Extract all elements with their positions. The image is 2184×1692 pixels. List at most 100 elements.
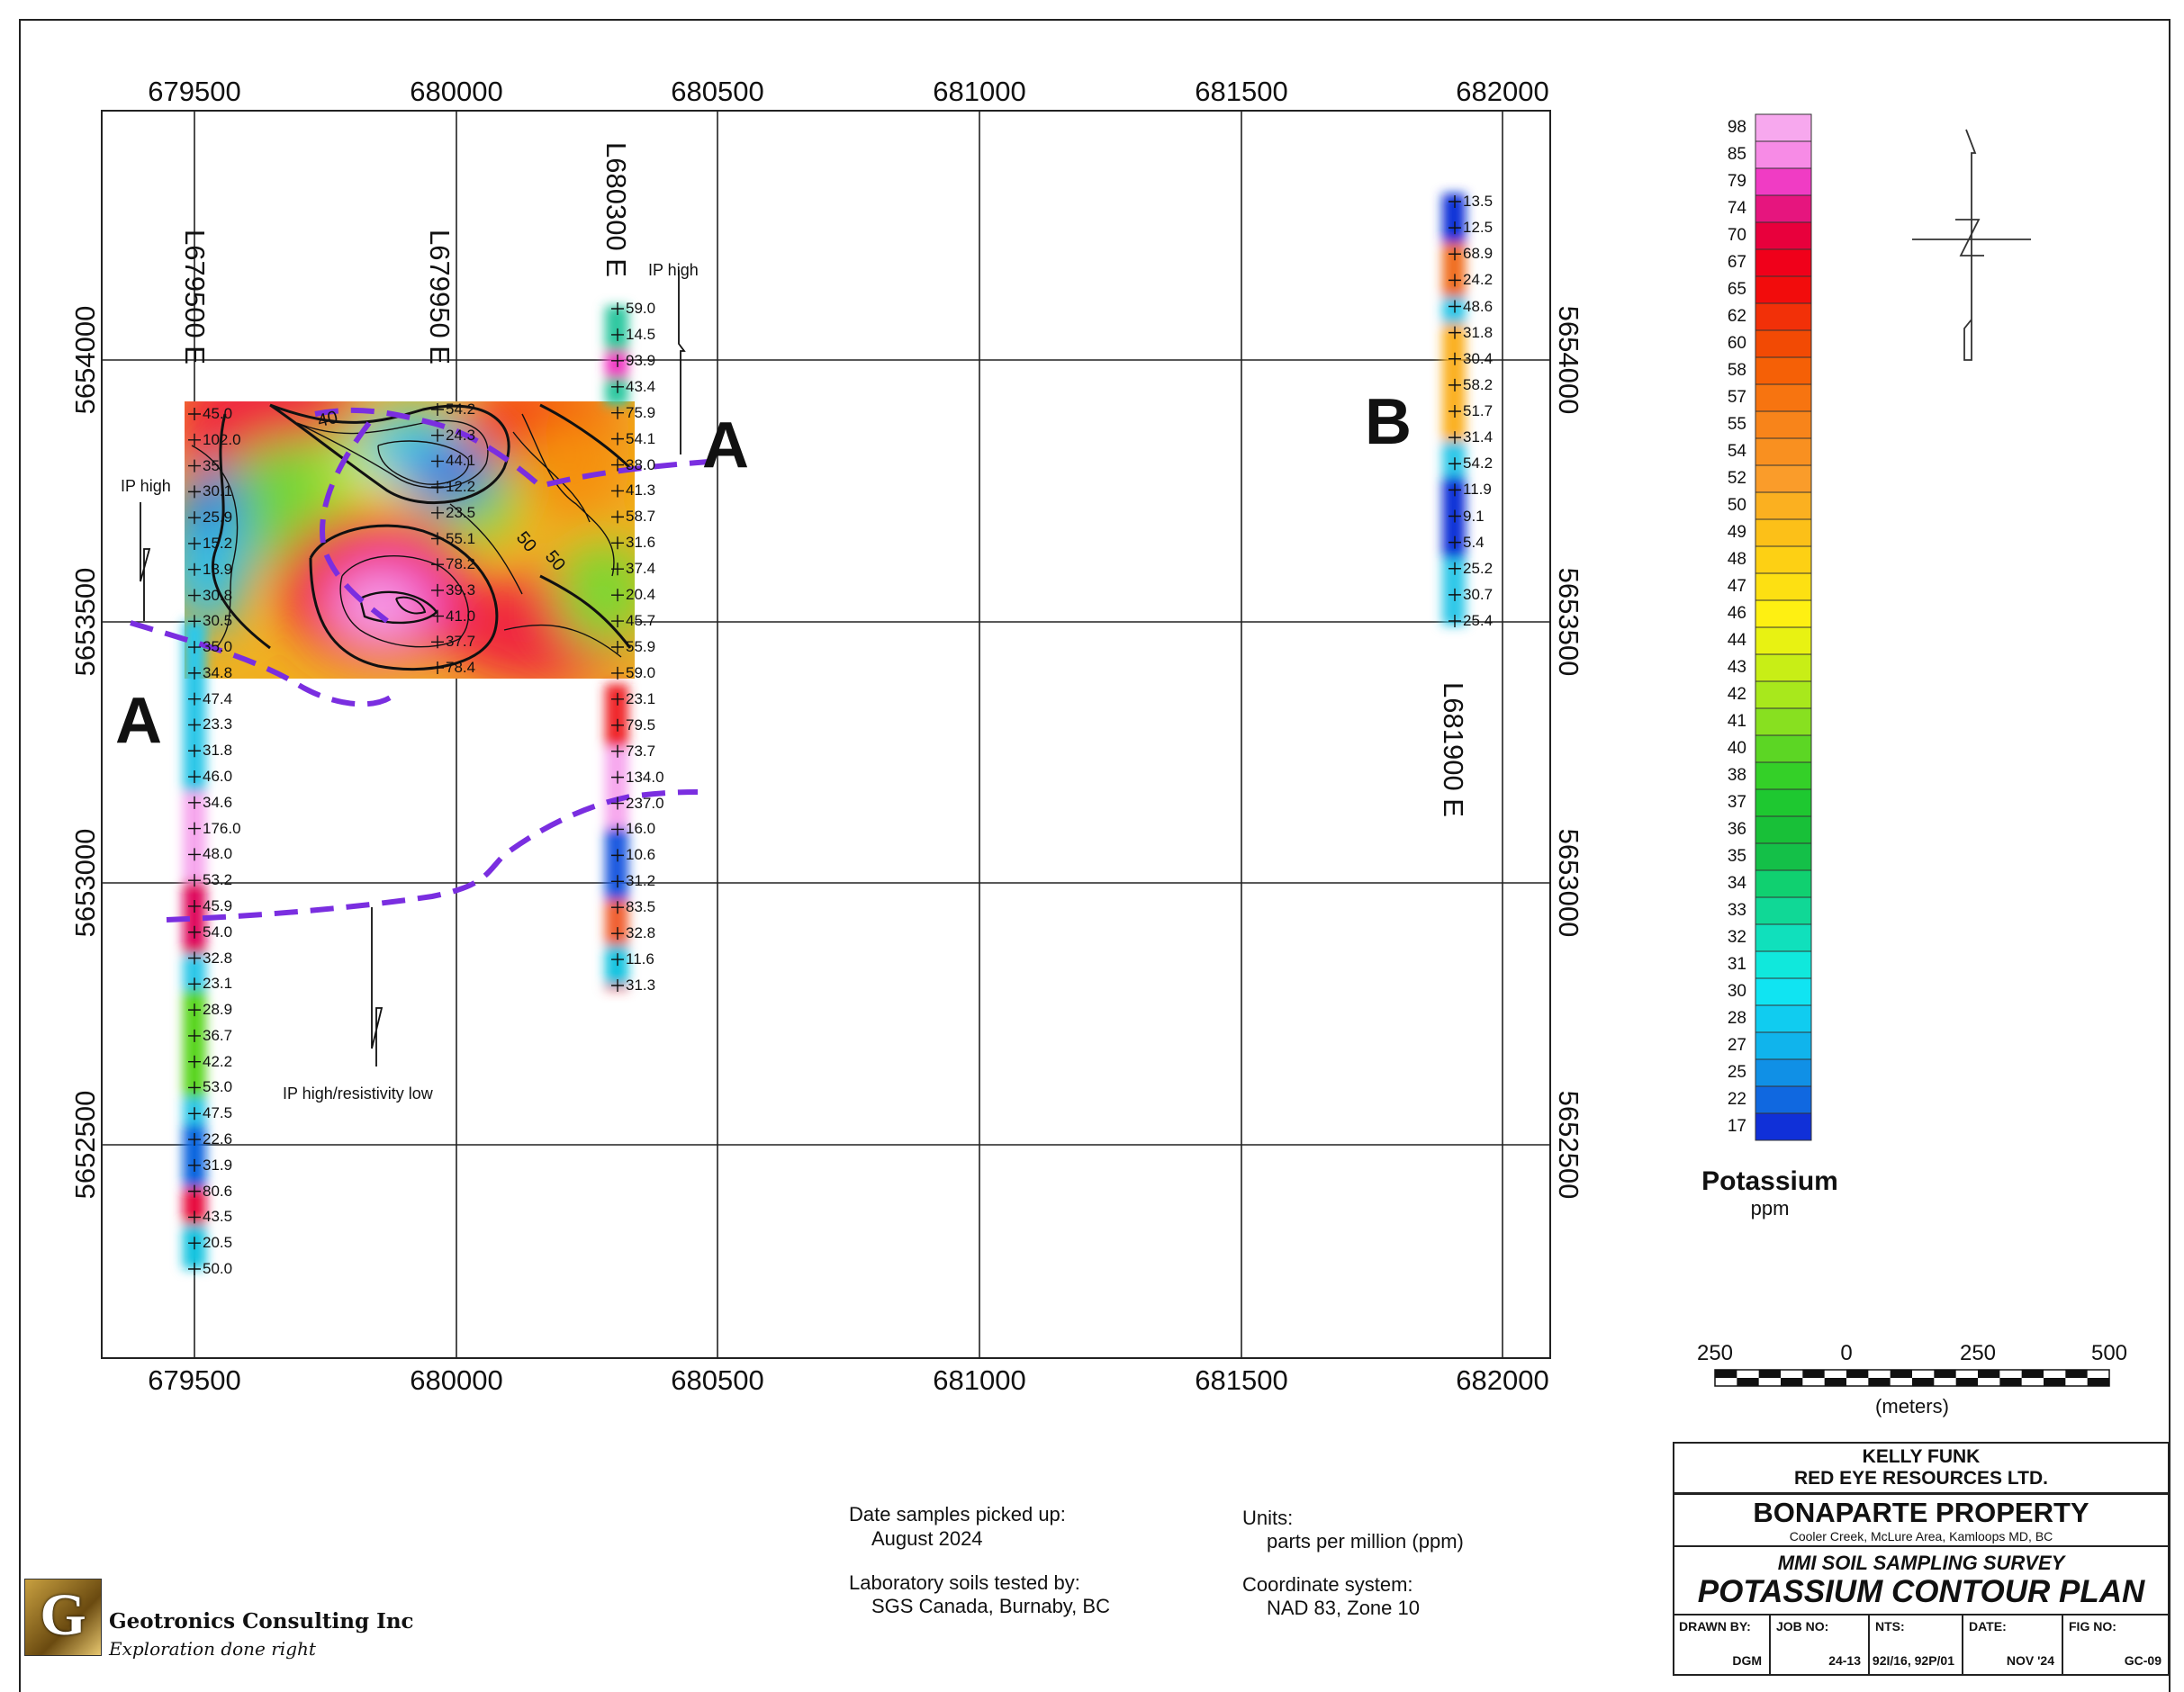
legend-value: 55: [1727, 415, 1746, 434]
sample-tick: [188, 589, 201, 602]
legend-swatch: [1755, 1058, 1812, 1087]
sample-value: 75.9: [626, 403, 656, 421]
sample-tick: [1448, 248, 1461, 261]
legend-swatch: [1755, 1004, 1812, 1033]
title-cell-value: 24-13: [1828, 1653, 1861, 1668]
sample-tick: [611, 406, 624, 419]
sample-tick: [611, 823, 624, 836]
sample-value: 23.1: [626, 689, 656, 707]
sample-value: 22.6: [203, 1130, 233, 1148]
title-block-property: BONAPARTE PROPERTY Cooler Creek, McLure …: [1673, 1494, 2170, 1546]
legend-swatch: [1755, 572, 1812, 601]
legend-value: 30: [1727, 982, 1746, 1001]
sample-tick: [1448, 405, 1461, 418]
legend-swatch: [1755, 329, 1812, 358]
sample-value: 34.8: [203, 663, 233, 681]
title-cell: DRAWN BY: DGM: [1673, 1615, 1770, 1676]
sample-tick: [611, 536, 624, 550]
sample-value: 31.3: [626, 976, 656, 994]
company-logo: G: [24, 1579, 102, 1656]
note-date-value: August 2024: [871, 1527, 983, 1550]
title-cell-label: FIG NO:: [2069, 1619, 2116, 1634]
sample-tick: [1448, 588, 1461, 601]
legend-value: 35: [1727, 847, 1746, 866]
sample-tick: [611, 849, 624, 862]
legend-value: 65: [1727, 280, 1746, 299]
legend-value: 79: [1727, 172, 1746, 191]
sample-value: 37.7: [446, 633, 476, 651]
company-logo-letter: G: [40, 1582, 86, 1648]
title-cell: NTS: 92I/16, 92P/01: [1869, 1615, 1963, 1676]
legend-swatch: [1755, 761, 1812, 790]
sample-tick: [431, 428, 444, 442]
section-label-a-left: A: [115, 685, 162, 757]
sample-tick: [1448, 221, 1461, 235]
sample-value: 47.4: [203, 689, 233, 707]
sample-tick: [188, 796, 201, 809]
sample-value: 46.0: [203, 768, 233, 786]
northing-tick-left: 5653000: [69, 828, 101, 938]
title-cell-value: 92I/16, 92P/01: [1872, 1653, 1954, 1668]
legend-value: 43: [1727, 658, 1746, 677]
easting-tick-top: 682000: [1456, 76, 1549, 107]
legend-swatch: [1755, 599, 1812, 628]
sample-value: 41.0: [446, 607, 476, 625]
sample-tick: [188, 1004, 201, 1017]
legend-value: 38: [1727, 766, 1746, 785]
legend-swatch: [1755, 626, 1812, 655]
legend-value: 70: [1727, 226, 1746, 245]
legend-swatch: [1755, 437, 1812, 466]
sample-value: 78.4: [446, 659, 476, 676]
sample-value: 31.6: [626, 534, 656, 552]
sample-tick: [188, 1158, 201, 1172]
sample-tick: [188, 692, 201, 706]
sample-value: 23.5: [446, 503, 476, 521]
sample-value: 37.4: [626, 560, 656, 578]
sample-tick: [1448, 483, 1461, 497]
sample-value: 31.4: [1463, 428, 1494, 446]
legend-swatch: [1755, 788, 1812, 817]
sample-tick: [188, 1133, 201, 1147]
sample-value: 5.4: [1463, 533, 1485, 551]
legend-value: 33: [1727, 901, 1746, 920]
sample-value: 93.9: [626, 351, 656, 369]
sample-tick: [188, 848, 201, 861]
note-lab-value: SGS Canada, Burnaby, BC: [871, 1595, 1110, 1617]
legend-value: 31: [1727, 955, 1746, 974]
title-cell-value: DGM: [1732, 1653, 1762, 1668]
sample-tick: [188, 1263, 201, 1275]
note-units-value: parts per million (ppm): [1267, 1530, 1464, 1552]
sample-tick: [431, 532, 444, 545]
sample-value: 68.9: [1463, 245, 1494, 263]
sample-value: 10.6: [626, 846, 656, 864]
sample-tick: [188, 1210, 201, 1224]
sample-tick: [1448, 378, 1461, 392]
legend-value: 49: [1727, 523, 1746, 542]
legend-value: 28: [1727, 1009, 1746, 1028]
legend-unit: ppm: [1750, 1197, 1790, 1220]
sample-tick: [188, 511, 201, 525]
sample-value: 12.5: [1463, 219, 1494, 237]
legend-value: 17: [1727, 1117, 1746, 1136]
sample-value: 20.5: [203, 1234, 233, 1252]
legend-swatch: [1755, 977, 1812, 1006]
sample-value: 31.9: [203, 1156, 233, 1174]
sample-tick: [188, 536, 201, 550]
easting-tick-top: 679500: [148, 76, 241, 107]
sample-value: 237.0: [626, 794, 664, 812]
sample-value: 35.0: [203, 638, 233, 656]
survey-type: MMI SOIL SAMPLING SURVEY: [1777, 1552, 2065, 1574]
legend-value: 67: [1727, 253, 1746, 272]
sample-tick: [611, 589, 624, 602]
legend-colour-bar: [1755, 113, 1812, 1141]
easting-tick-bottom: 682000: [1456, 1364, 1549, 1396]
sample-value: 30.7: [1463, 585, 1494, 603]
legend-swatch: [1755, 545, 1812, 574]
scale-label: 250: [1696, 1341, 1734, 1365]
sample-tick: [188, 1107, 201, 1120]
sample-value: 20.4: [626, 586, 656, 604]
sample-value: 35: [203, 456, 220, 474]
annotation-arrows: [140, 270, 686, 1066]
sample-tick: [611, 484, 624, 498]
